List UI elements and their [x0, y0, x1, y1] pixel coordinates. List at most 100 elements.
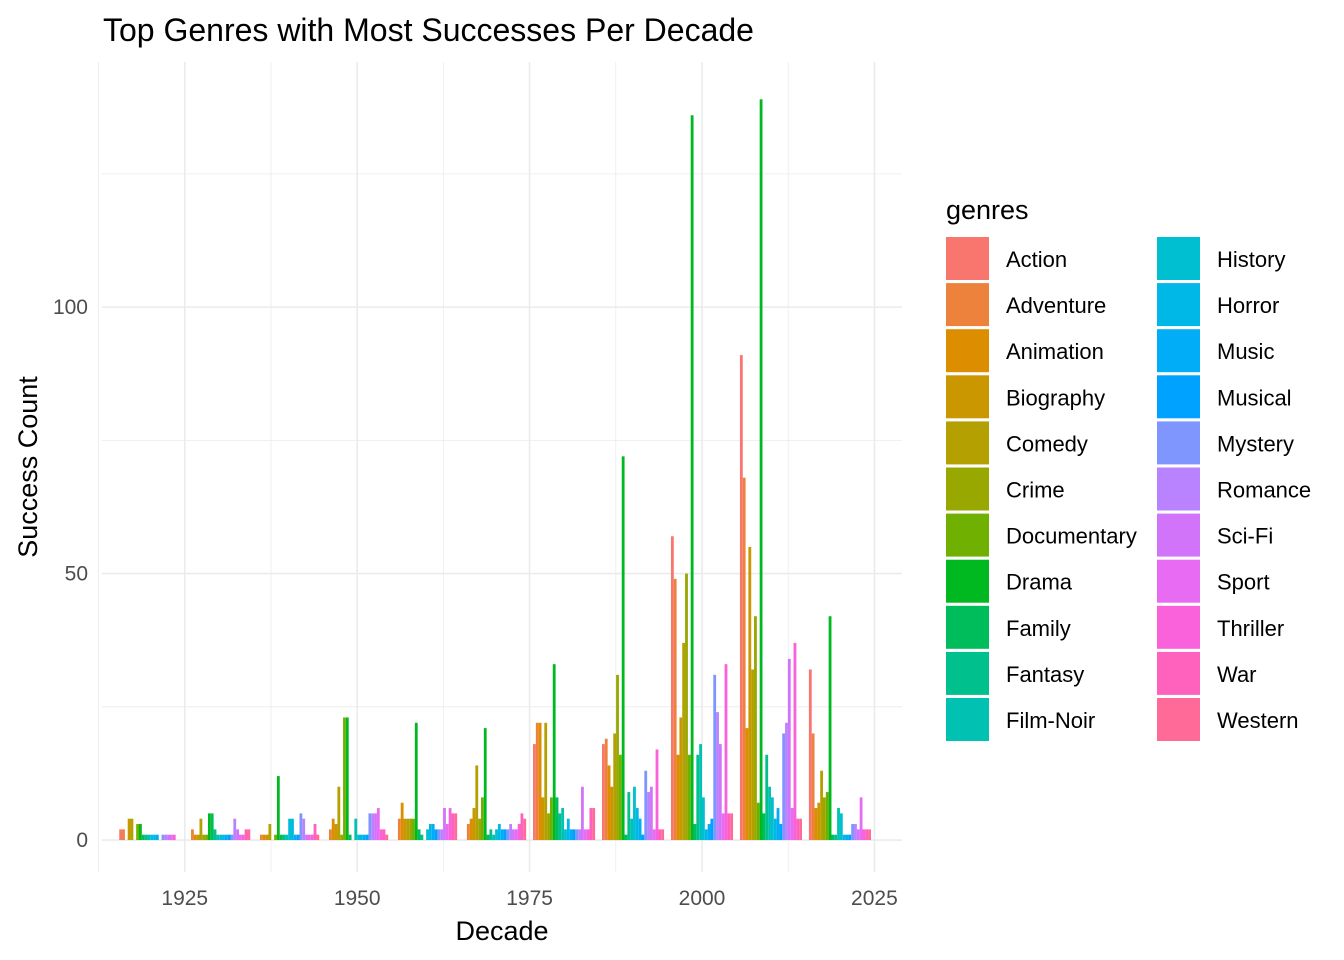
- bar-thriller-1950: [379, 829, 383, 841]
- bar-documentary-2000: [687, 754, 691, 841]
- bar-adventure-2010: [742, 477, 746, 841]
- bar-western-1930: [247, 829, 251, 841]
- legend-label-action: Action: [1006, 247, 1067, 272]
- bar-family-1960: [417, 829, 421, 841]
- bar-sport-1980: [583, 829, 587, 841]
- bar-mystery-1980: [575, 829, 579, 841]
- bar-war-2000: [727, 813, 731, 841]
- legend-label-family: Family: [1006, 616, 1071, 641]
- bar-fantasy-1960: [420, 834, 424, 841]
- bar-family-1990: [624, 834, 628, 841]
- bar-mystery-1920: [161, 834, 165, 841]
- bar-history-2010: [770, 797, 774, 841]
- legend-key-comedy: [946, 421, 989, 465]
- bar-western-2020: [868, 829, 871, 841]
- legend-key-fantasy: [946, 651, 989, 695]
- bar-war-2010: [796, 818, 800, 841]
- bar-fantasy-1940: [282, 834, 286, 841]
- bar-war-1970: [520, 813, 524, 841]
- bar-sport-1960: [445, 824, 449, 841]
- bar-action-2000: [670, 536, 674, 841]
- bar-film-noir-1920: [147, 834, 151, 841]
- x-tick-label: 2025: [851, 887, 898, 910]
- bar-comedy-1970: [475, 765, 479, 841]
- bar-family-1970: [486, 834, 490, 841]
- bar-documentary-1980: [549, 797, 553, 841]
- axis-ticks: 0 50 100 1925 1950 1975 2000 2025: [53, 296, 898, 910]
- bar-crime-2020: [823, 797, 826, 841]
- bar-sci-fi-1960: [443, 808, 446, 841]
- bar-history-1970: [495, 829, 498, 841]
- bar-sport-1950: [376, 808, 380, 841]
- bar-comedy-1990: [613, 733, 617, 841]
- bar-western-1980: [592, 808, 596, 841]
- legend-key-adventure: [946, 283, 989, 327]
- bar-sport-1990: [652, 829, 656, 841]
- x-tick-label: 1975: [506, 887, 553, 910]
- bar-music-1990: [638, 818, 642, 841]
- legend-key-history: [1157, 237, 1200, 280]
- x-tick-label: 2000: [679, 887, 726, 910]
- bar-war-1990: [658, 829, 662, 841]
- bar-musical-1950: [365, 834, 369, 841]
- bar-romance-1940: [302, 818, 306, 841]
- bar-drama-2020: [828, 616, 832, 841]
- bar-biography-1970: [472, 808, 476, 841]
- bar-family-1980: [555, 797, 559, 841]
- x-tick-label: 1950: [334, 887, 381, 910]
- bars: [119, 99, 871, 841]
- legend-key-horror: [1157, 283, 1200, 327]
- bar-drama-1990: [621, 456, 625, 841]
- bar-adventure-1920: [122, 829, 125, 841]
- legend-key-mystery: [1157, 421, 1200, 465]
- legend-key-music: [1157, 329, 1200, 373]
- legend-key-drama: [946, 559, 989, 603]
- bar-western-1990: [661, 829, 665, 841]
- bar-horror-1980: [566, 818, 570, 841]
- bar-documentary-1930: [205, 834, 208, 841]
- bar-music-1970: [500, 829, 504, 841]
- bar-comedy-1950: [337, 786, 341, 841]
- bar-sci-fi-2020: [856, 829, 860, 841]
- chart-title: Top Genres with Most Successes Per Decad…: [103, 12, 754, 48]
- legend-label-comedy: Comedy: [1006, 431, 1088, 456]
- bar-animation-1980: [538, 722, 542, 841]
- bar-mystery-1940: [299, 813, 303, 841]
- bar-history-1920: [150, 834, 154, 841]
- bar-animation-1970: [469, 818, 473, 841]
- y-axis-title: Success Count: [13, 376, 43, 558]
- x-axis-title: Decade: [455, 916, 548, 946]
- bar-mystery-1930: [230, 834, 234, 841]
- bar-adventure-1980: [535, 722, 539, 841]
- legend-label-thriller: Thriller: [1217, 616, 1284, 641]
- grid: [98, 62, 902, 872]
- bar-comedy-1920: [130, 818, 134, 841]
- bar-romance-1920: [164, 834, 168, 841]
- bar-adventure-2020: [811, 733, 815, 841]
- bar-drama-1960: [414, 722, 418, 841]
- bar-musical-2010: [779, 824, 783, 841]
- bar-sci-fi-1930: [236, 829, 239, 841]
- bar-romance-1950: [371, 813, 375, 841]
- bar-musical-1980: [572, 829, 576, 841]
- bar-music-2000: [707, 824, 711, 841]
- bar-music-1980: [569, 829, 573, 841]
- bar-documentary-1970: [480, 797, 484, 841]
- legend-key-crime: [946, 467, 989, 511]
- bar-biography-2020: [817, 802, 821, 841]
- bar-crime-1960: [409, 818, 413, 841]
- legend-label-western: Western: [1217, 708, 1299, 733]
- bar-drama-1930: [207, 813, 211, 841]
- bar-musical-2020: [848, 834, 852, 841]
- bar-fantasy-1970: [489, 829, 493, 841]
- bar-romance-1970: [509, 824, 513, 841]
- bar-drama-2010: [759, 99, 763, 841]
- bar-music-2020: [845, 834, 849, 841]
- bar-film-noir-1940: [285, 834, 289, 841]
- bar-thriller-1980: [586, 829, 590, 841]
- bar-documentary-2020: [825, 792, 829, 841]
- bar-drama-1920: [138, 824, 142, 841]
- bar-fantasy-2020: [834, 834, 838, 841]
- legend-label-musical: Musical: [1217, 385, 1292, 410]
